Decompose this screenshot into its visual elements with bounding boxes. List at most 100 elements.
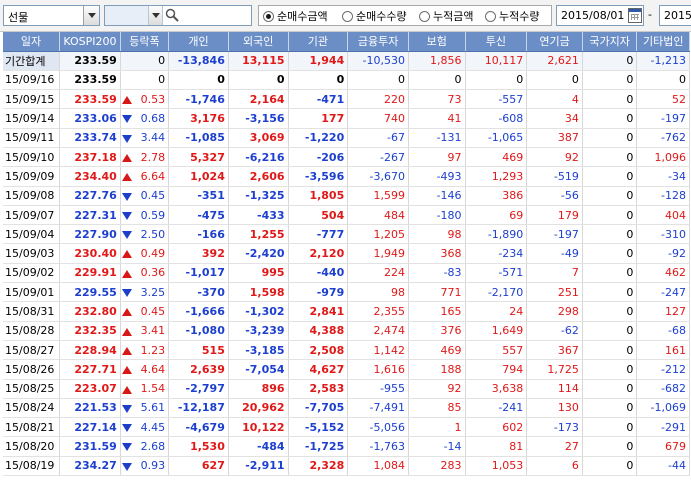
row-insurance: 85 xyxy=(408,398,466,419)
row-date: 15/08/25 xyxy=(3,379,61,399)
row-change-value: 4.45 xyxy=(140,420,166,434)
row-change-value: 0.36 xyxy=(140,266,166,280)
table-row[interactable]: 15/08/27 228.94 1.23 515 -3,185 2,508 1,142 469… xyxy=(3,340,690,361)
period-total-row[interactable]: 기간합계 233.59 0 -13,846 13,115 1,944 -10,5… xyxy=(3,51,690,71)
row-government: 0 xyxy=(582,89,638,110)
row-foreign: -3,185 xyxy=(228,340,289,361)
row-change: 2.68 xyxy=(120,436,170,457)
table-row[interactable]: 15/09/08 227.76 0.45 -351 -1,325 1,805 1,599 -1… xyxy=(3,186,690,206)
col-header[interactable]: 등락폭 xyxy=(120,32,170,52)
code-combo[interactable] xyxy=(104,5,252,26)
col-header[interactable]: 개인 xyxy=(168,32,229,52)
table-row[interactable]: 15/08/31 232.80 0.45 -1,666 -1,302 2,841 2,355… xyxy=(3,301,690,322)
row-trust: 1,293 xyxy=(465,166,528,187)
market-select[interactable]: 선물 xyxy=(3,5,100,26)
radio-net-buy-amount[interactable]: 순매수금액 xyxy=(263,9,328,23)
col-header[interactable]: 기관 xyxy=(288,32,349,52)
row-government: 0 xyxy=(582,263,638,284)
table-row[interactable]: 15/08/25 223.07 1.54 -2,797 896 2,583 -955 92 3,… xyxy=(3,379,690,399)
row-insurance: 92 xyxy=(408,379,466,399)
row-date: 15/09/07 xyxy=(3,205,61,226)
total-change: 0 xyxy=(120,51,170,71)
triangle-up-icon xyxy=(121,385,132,394)
table-row[interactable]: 15/09/07 227.31 0.59 -475 -433 504 484 -180 69 17… xyxy=(3,205,690,226)
triangle-up-icon xyxy=(121,327,132,336)
row-pension: 367 xyxy=(526,340,583,361)
code-input[interactable] xyxy=(105,6,149,25)
row-other-corp: -128 xyxy=(636,186,690,206)
radio-cum-amount[interactable]: 누적금액 xyxy=(419,9,473,23)
row-kospi200: 230.40 xyxy=(59,243,121,264)
row-institution: -979 xyxy=(288,282,349,303)
row-government: 0 xyxy=(582,128,638,148)
search-icon[interactable] xyxy=(164,7,180,23)
table-row[interactable]: 15/08/28 232.35 3.41 -1,080 -3,239 4,388 2,474… xyxy=(3,321,690,341)
col-header[interactable]: 국가지자 xyxy=(582,32,638,52)
row-foreign: 2,164 xyxy=(228,89,289,110)
table-row[interactable]: 15/09/09 234.40 6.64 1,024 2,606 -3,596 -3,670… xyxy=(3,166,690,187)
table-row[interactable]: 15/09/10 237.18 2.78 5,327 -6,216 -206 -267 97 4… xyxy=(3,147,690,168)
row-date: 15/08/28 xyxy=(3,321,61,341)
row-change: 0.45 xyxy=(120,301,170,322)
row-change-value: 3.41 xyxy=(140,324,166,338)
start-date-field[interactable]: 2015/08/01 xyxy=(556,5,644,26)
row-trust: 0 xyxy=(465,70,528,91)
table-row[interactable]: 15/09/16 233.59 0 0 0 0 0 0 0 0 0 0 xyxy=(3,70,690,91)
row-individual: -4,679 xyxy=(168,417,229,438)
calendar-icon[interactable] xyxy=(628,8,642,23)
row-individual: 0 xyxy=(168,70,229,91)
table-row[interactable]: 15/08/21 227.14 4.45 -4,679 10,122 -5,152 -5,0… xyxy=(3,417,690,438)
radio-label: 순매수금액 xyxy=(277,10,328,23)
row-individual: 392 xyxy=(168,243,229,264)
row-individual: 1,024 xyxy=(168,166,229,187)
investor-trading-table[interactable]: 일자 KOSPI200 등락폭 개인 외국인 기관 금융투자 보험 투신 연기금… xyxy=(3,32,691,496)
col-header[interactable]: 기타법인 xyxy=(636,32,690,52)
table-row[interactable]: 15/08/24 221.53 5.61 -12,187 20,962 -7,705 -7,… xyxy=(3,398,690,419)
row-pension: -519 xyxy=(526,166,583,187)
table-row[interactable]: 15/09/02 229.91 0.36 -1,017 995 -440 224 -83 -57… xyxy=(3,263,690,284)
triangle-down-icon xyxy=(121,404,132,413)
row-trust: -1,065 xyxy=(465,128,528,148)
row-change: 0.59 xyxy=(120,205,170,226)
row-other-corp: 1,096 xyxy=(636,147,690,168)
row-financial-invest: -955 xyxy=(347,379,409,399)
chevron-down-icon[interactable] xyxy=(149,6,163,25)
radio-cum-qty[interactable]: 누적수량 xyxy=(485,9,539,23)
row-pension: 0 xyxy=(526,70,583,91)
row-pension: 7 xyxy=(526,263,583,284)
row-insurance: -493 xyxy=(408,166,466,187)
table-row[interactable]: 15/09/04 227.90 2.50 -166 1,255 -777 1,205 98 -1… xyxy=(3,224,690,245)
table-row[interactable]: 15/09/15 233.59 0.53 -1,746 2,164 -471 220 73 -5… xyxy=(3,89,690,110)
row-government: 0 xyxy=(582,359,638,380)
col-header[interactable]: 보험 xyxy=(408,32,466,52)
table-row[interactable]: 15/09/14 233.06 0.68 3,176 -3,156 177 740 41 -60… xyxy=(3,108,690,129)
triangle-up-icon xyxy=(121,269,132,278)
triangle-up-icon xyxy=(121,346,132,355)
row-change: 0.53 xyxy=(120,89,170,110)
col-header[interactable]: KOSPI200 xyxy=(59,32,121,52)
row-change-value: 1.54 xyxy=(140,382,166,396)
row-foreign: -2,420 xyxy=(228,243,289,264)
chevron-down-icon[interactable] xyxy=(83,6,99,25)
col-header[interactable]: 금융투자 xyxy=(347,32,409,52)
col-header[interactable]: 투신 xyxy=(465,32,528,52)
table-row[interactable]: 15/09/01 229.55 3.25 -370 1,598 -979 98 771 -2,1… xyxy=(3,282,690,303)
col-header[interactable]: 외국인 xyxy=(228,32,289,52)
row-individual: -1,017 xyxy=(168,263,229,284)
end-date-field[interactable]: 2015 xyxy=(659,5,691,26)
row-kospi200: 234.40 xyxy=(59,166,121,187)
view-mode-radio-group: 순매수금액 순매수수량 누적금액 누적수량 xyxy=(258,5,552,26)
row-change: 1.23 xyxy=(120,340,170,361)
table-row[interactable]: 15/09/11 233.74 3.44 -1,085 3,069 -1,220 -67 -1… xyxy=(3,128,690,148)
table-row[interactable]: 15/08/26 227.71 4.64 2,639 -7,054 4,627 1,616 1… xyxy=(3,359,690,380)
table-row[interactable]: 15/09/03 230.40 0.49 392 -2,420 2,120 1,949 368… xyxy=(3,243,690,264)
table-row[interactable]: 15/08/20 231.59 2.68 1,530 -484 -1,725 -1,763-… xyxy=(3,436,690,457)
row-foreign: -433 xyxy=(228,205,289,226)
col-header[interactable]: 연기금 xyxy=(526,32,583,52)
radio-net-buy-qty[interactable]: 순매수수량 xyxy=(342,9,407,23)
table-row[interactable]: 15/08/19 234.27 0.93 627 -2,911 2,328 1,084 283… xyxy=(3,456,690,477)
row-institution: 504 xyxy=(288,205,349,226)
col-header[interactable]: 일자 xyxy=(3,32,61,52)
row-financial-invest: -3,670 xyxy=(347,166,409,187)
radio-dot xyxy=(419,10,430,22)
